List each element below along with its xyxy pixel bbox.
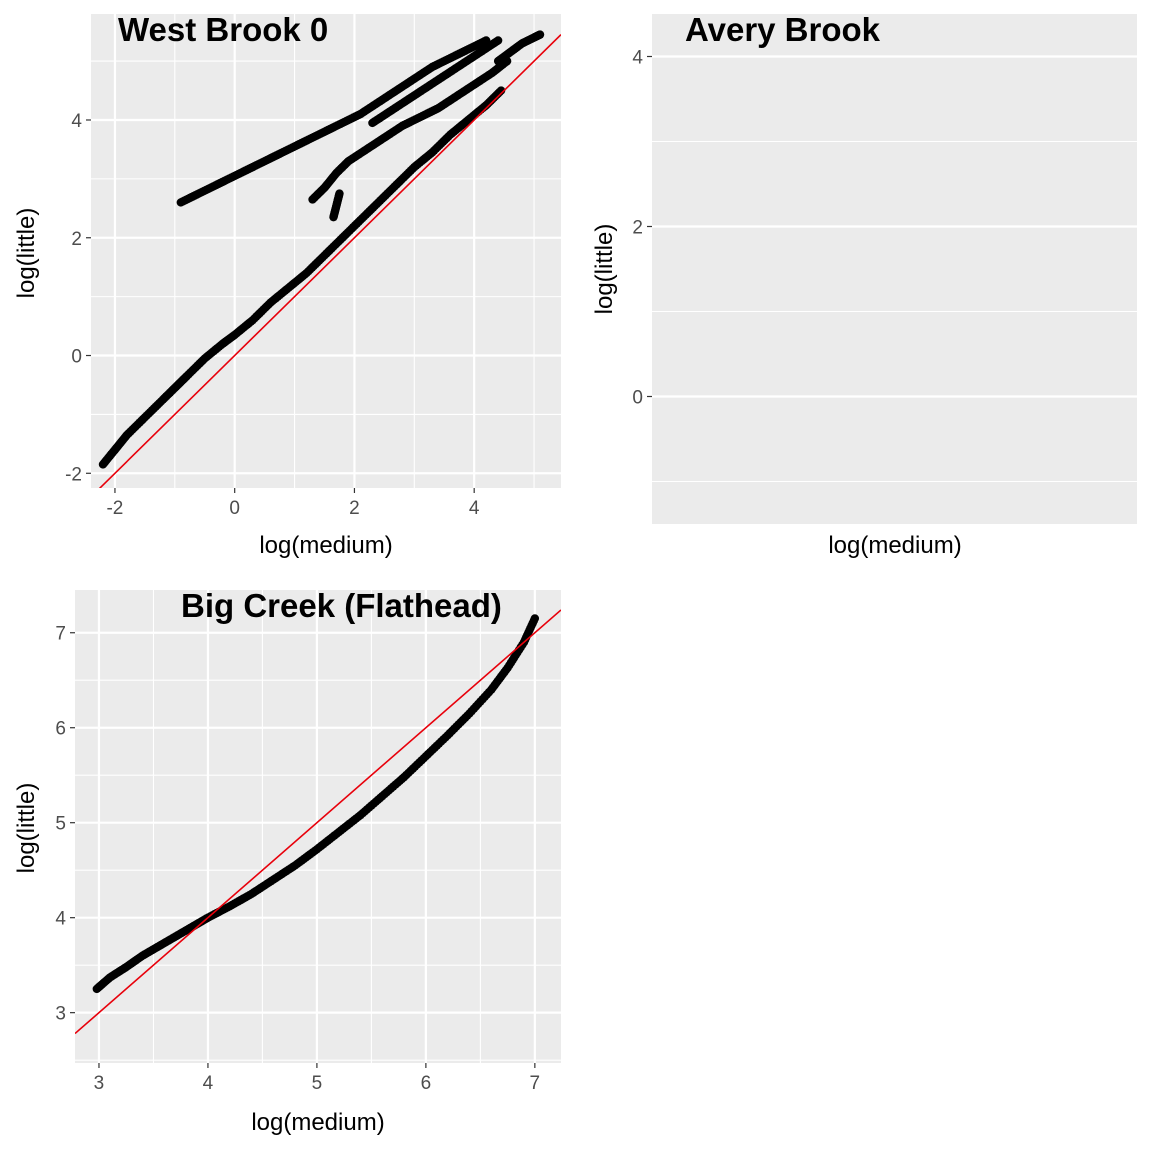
x-tick-label: 6 xyxy=(421,1073,432,1094)
x-tick-label: 5 xyxy=(312,1073,323,1094)
data-point xyxy=(493,36,503,45)
data-point xyxy=(530,614,540,623)
panel-3: 3 4 5 6 7 3 4 5 6 7 log(medium) log(little) Big Cree… xyxy=(13,587,561,1136)
y-tick-label: 0 xyxy=(71,347,82,368)
panel-1: -2 0 2 4 -2 0 2 4 log(medium) log(little) West Bro… xyxy=(13,11,561,559)
panel-1-y-axis-title: log(little) xyxy=(13,208,40,299)
y-tick-label: 6 xyxy=(55,719,66,740)
panel-3-title: Big Creek (Flathead) xyxy=(181,587,502,624)
panel-2-x-axis-title: log(medium) xyxy=(828,532,961,559)
x-tick-label: 2 xyxy=(349,498,360,519)
y-tick-label: 2 xyxy=(632,218,643,239)
y-tick-label: 7 xyxy=(55,624,66,645)
panel-3-points xyxy=(92,614,540,994)
y-tick-label: 4 xyxy=(55,909,66,930)
panel-3-grid xyxy=(75,590,561,1063)
data-point xyxy=(535,30,545,39)
data-point xyxy=(496,86,506,95)
y-tick-label: 4 xyxy=(71,111,82,132)
reference-line xyxy=(75,609,561,1035)
panel-2-y-axis-title: log(little) xyxy=(591,224,618,315)
x-tick-label: -2 xyxy=(106,498,123,519)
x-tick-label: 7 xyxy=(530,1073,541,1094)
panel-1-x-axis-title: log(medium) xyxy=(259,532,392,559)
x-tick-label: 0 xyxy=(229,498,240,519)
y-tick-label: -2 xyxy=(65,464,82,485)
panel-1-title: West Brook 0 xyxy=(118,11,328,48)
reference-line xyxy=(98,34,561,488)
panel-2-grid xyxy=(652,55,1137,483)
x-tick-label: 3 xyxy=(94,1073,105,1094)
panel-1-grid xyxy=(91,14,561,488)
y-tick-label: 4 xyxy=(632,48,643,69)
panel-3-y-axis-title: log(little) xyxy=(13,783,40,874)
y-tick-label: 5 xyxy=(55,814,66,835)
x-tick-label: 4 xyxy=(469,498,480,519)
panel-2-title: Avery Brook xyxy=(685,11,881,48)
panel-2-background xyxy=(652,14,1137,524)
panel-3-x-axis-title: log(medium) xyxy=(251,1109,384,1136)
x-tick-label: 4 xyxy=(203,1073,214,1094)
panel-1-points xyxy=(98,30,545,469)
data-point xyxy=(335,189,344,198)
y-tick-label: 0 xyxy=(632,388,643,409)
y-tick-label: 3 xyxy=(55,1004,66,1025)
panel-2: 0 2 4 log(medium) log(little) Avery Brook xyxy=(591,11,1137,559)
y-tick-label: 2 xyxy=(71,229,82,250)
